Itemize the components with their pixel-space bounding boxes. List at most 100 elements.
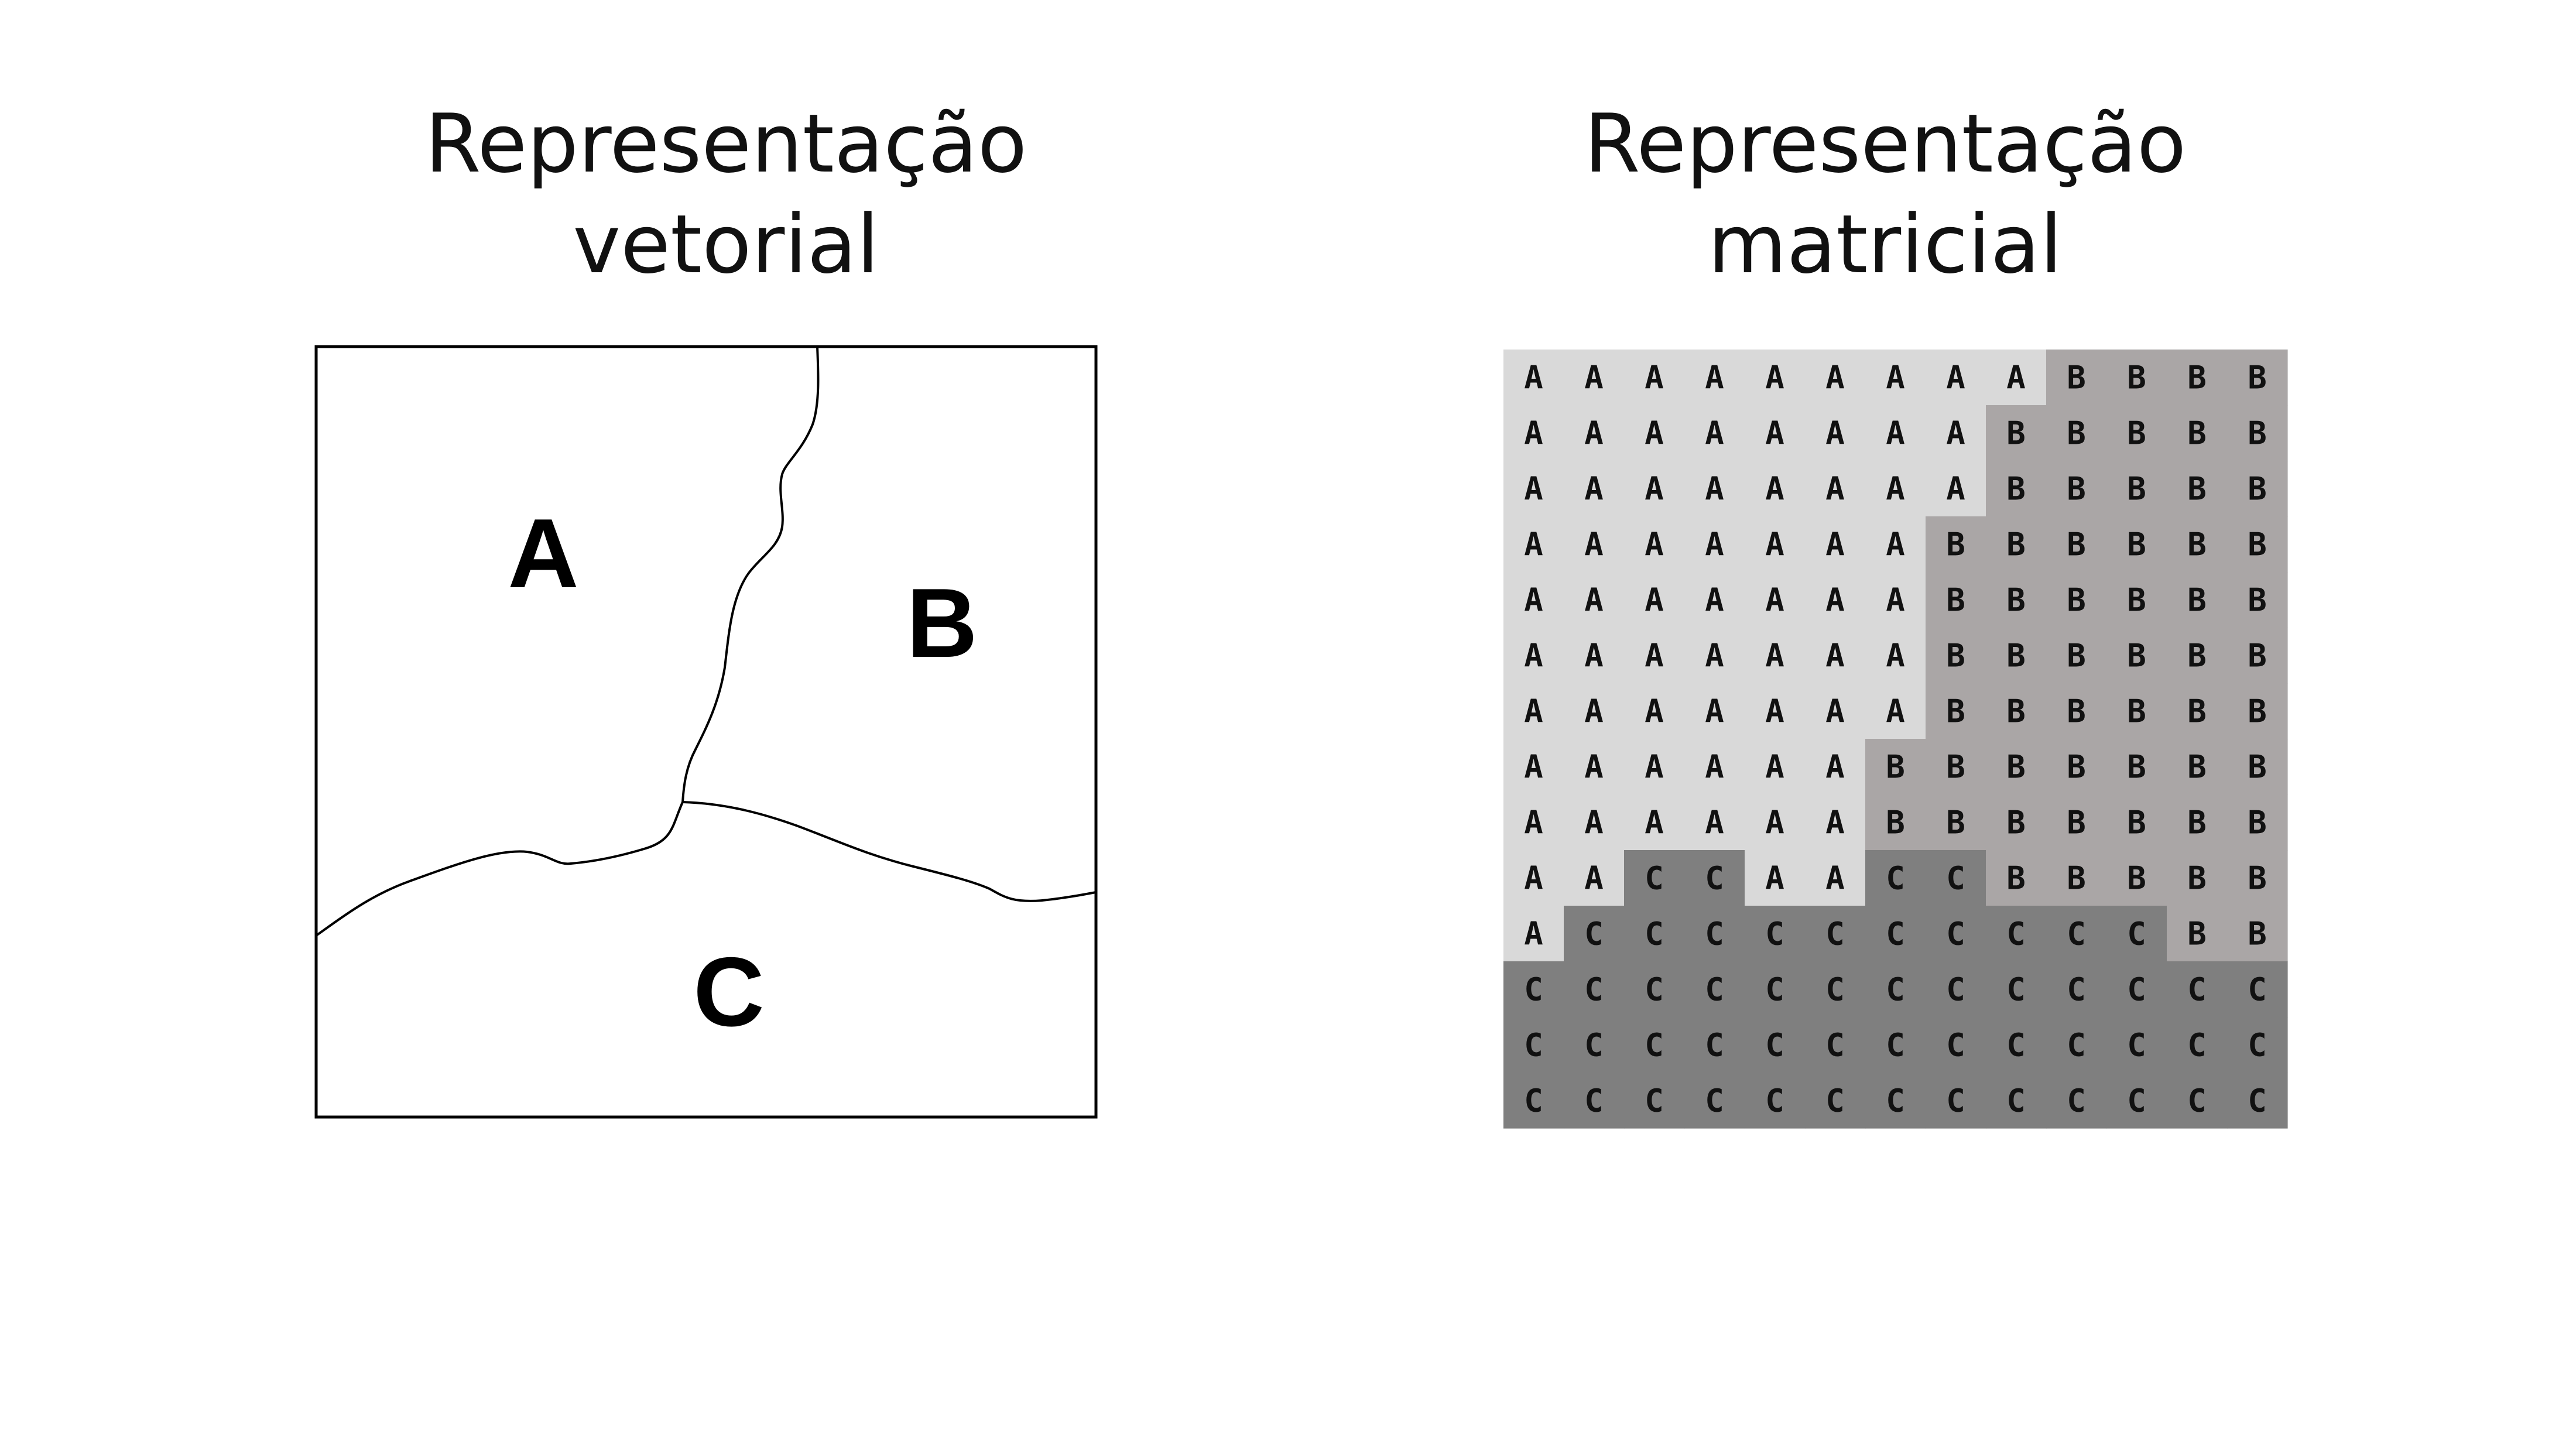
- raster-cell-label: A: [1705, 693, 1724, 730]
- raster-cell-label: C: [1705, 1027, 1724, 1064]
- raster-cell: [1745, 739, 1806, 795]
- raster-cell-label: C: [2006, 1083, 2026, 1119]
- raster-cell-label: A: [1584, 638, 1604, 674]
- raster-cell-label: C: [1946, 1027, 1965, 1064]
- raster-cell: [2167, 1017, 2228, 1073]
- raster-cell-label: A: [1524, 860, 1543, 897]
- raster-cell-label: B: [2067, 638, 2086, 674]
- raster-cell-label: A: [1524, 471, 1543, 508]
- raster-title-line2: matricial: [1708, 197, 2063, 292]
- raster-cell: [2046, 1073, 2107, 1129]
- raster-cell-label: A: [1765, 526, 1784, 563]
- raster-cell-label: B: [2067, 860, 2086, 897]
- raster-cell-label: B: [2248, 860, 2267, 897]
- raster-cell-label: B: [2006, 582, 2026, 619]
- raster-cell-label: B: [2187, 359, 2207, 396]
- raster-cell-label: B: [2067, 359, 2086, 396]
- raster-cell: [1745, 628, 1806, 684]
- raster-cell: [1503, 461, 1564, 517]
- raster-cell: [2046, 350, 2107, 406]
- raster-cell-label: C: [1765, 1027, 1784, 1064]
- raster-cell-label: B: [2067, 415, 2086, 452]
- vector-boundary-bc: [682, 801, 1097, 902]
- raster-cell: [1564, 961, 1625, 1018]
- raster-cell: [1926, 461, 1986, 517]
- raster-cell-label: B: [2248, 582, 2267, 619]
- raster-cell-label: C: [1825, 916, 1845, 953]
- raster-cell-label: A: [1645, 415, 1664, 452]
- raster-cell-label: A: [1765, 749, 1784, 786]
- raster-cell-label: B: [2006, 415, 2026, 452]
- raster-cell-label: A: [1946, 415, 1965, 452]
- raster-cell: [2227, 572, 2288, 628]
- raster-cell-label: A: [1825, 582, 1845, 619]
- raster-cell: [2106, 628, 2167, 684]
- raster-cell: [1986, 405, 2047, 461]
- raster-cell-label: A: [1765, 415, 1784, 452]
- raster-cell-label: B: [2127, 582, 2146, 619]
- raster-cell: [1986, 572, 2047, 628]
- raster-cell: [2046, 516, 2107, 573]
- raster-cell: [1684, 516, 1745, 573]
- raster-cell-label: A: [1524, 359, 1543, 396]
- raster-cell: [1503, 794, 1564, 851]
- raster-cell: [1624, 628, 1685, 684]
- raster-cell: [1624, 1073, 1685, 1129]
- raster-cell: [1865, 461, 1926, 517]
- raster-cell: [1564, 628, 1625, 684]
- raster-cell: [2046, 906, 2107, 962]
- raster-cell: [2046, 961, 2107, 1018]
- raster-cell-label: B: [1946, 804, 1965, 841]
- region-label-b: B: [906, 568, 977, 678]
- raster-cell-label: B: [2127, 415, 2146, 452]
- raster-cell: [1986, 1073, 2047, 1129]
- raster-cell-label: A: [1524, 804, 1543, 841]
- raster-cell: [2167, 350, 2228, 406]
- raster-cell-label: B: [2187, 526, 2207, 563]
- raster-cell: [1684, 1073, 1745, 1129]
- raster-cell-label: B: [2067, 471, 2086, 508]
- vector-boundary-ab: [681, 346, 820, 803]
- raster-cell: [1745, 906, 1806, 962]
- raster-cell: [1564, 1017, 1625, 1073]
- raster-cell-label: B: [2187, 860, 2207, 897]
- raster-cell: [2227, 628, 2288, 684]
- raster-cell: [1805, 683, 1866, 739]
- raster-cell: [1865, 1017, 1926, 1073]
- raster-cell: [1503, 739, 1564, 795]
- raster-cell: [2167, 405, 2228, 461]
- raster-cell: [1564, 405, 1625, 461]
- raster-cell: [1503, 1017, 1564, 1073]
- raster-cell-label: B: [2187, 471, 2207, 508]
- raster-cell: [1564, 1073, 1625, 1129]
- raster-cell-label: A: [1524, 638, 1543, 674]
- raster-cell-label: B: [1946, 526, 1965, 563]
- raster-cell-label: B: [2067, 749, 2086, 786]
- raster-cell: [2046, 850, 2107, 906]
- raster-cell: [1564, 683, 1625, 739]
- raster-cell: [2167, 628, 2228, 684]
- raster-cell-label: B: [1946, 582, 1965, 619]
- raster-cell-label: A: [1705, 804, 1724, 841]
- raster-cell-label: A: [1584, 359, 1604, 396]
- raster-cell-label: C: [2127, 971, 2146, 1008]
- raster-cell-label: C: [1645, 971, 1664, 1008]
- raster-cell: [1986, 628, 2047, 684]
- raster-cell: [1564, 906, 1625, 962]
- raster-cell: [1986, 906, 2047, 962]
- raster-cell-label: C: [1524, 1083, 1543, 1119]
- raster-cell: [2167, 794, 2228, 851]
- raster-cell: [1986, 683, 2047, 739]
- raster-cell-label: C: [1645, 916, 1664, 953]
- raster-cell: [1926, 350, 1986, 406]
- raster-cell-label: A: [1705, 582, 1724, 619]
- raster-cell: [1805, 516, 1866, 573]
- raster-cell: [2106, 572, 2167, 628]
- raster-cell-label: B: [2127, 804, 2146, 841]
- raster-cell: [1865, 850, 1926, 906]
- raster-cell-label: A: [1946, 359, 1965, 396]
- raster-cell-label: A: [1524, 526, 1543, 563]
- raster-cell: [1624, 906, 1685, 962]
- raster-cell-label: C: [1645, 1083, 1664, 1119]
- raster-cell: [2106, 516, 2167, 573]
